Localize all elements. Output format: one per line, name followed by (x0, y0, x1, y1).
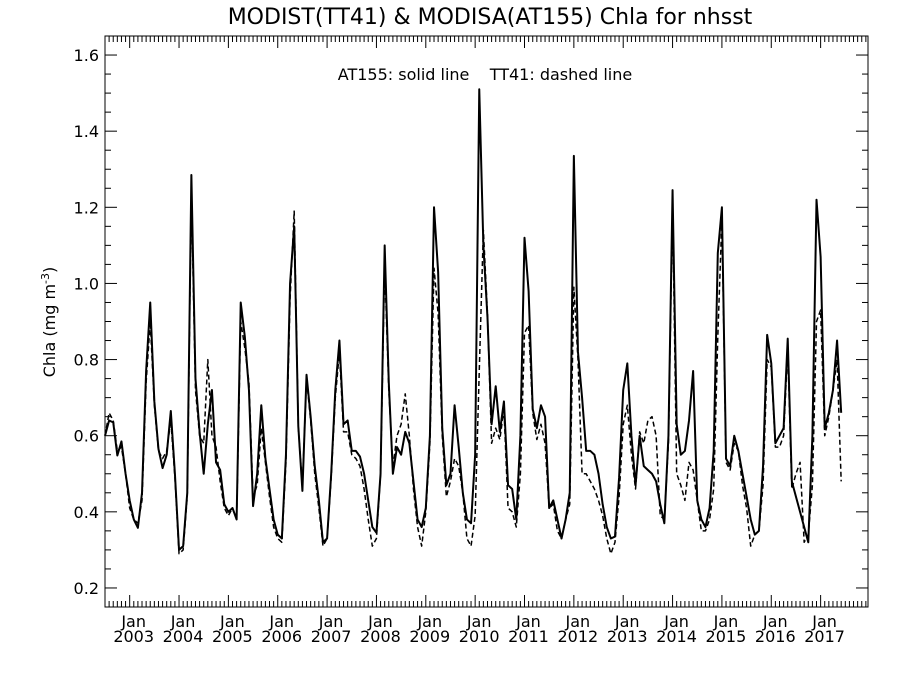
x-tick-year-label: 2011 (508, 627, 549, 646)
x-tick-year-label: 2003 (113, 627, 154, 646)
x-tick-year-label: 2017 (804, 627, 845, 646)
x-tick-year-label: 2014 (656, 627, 697, 646)
x-tick-month-label: Jan (762, 612, 788, 631)
y-tick-label: 0.8 (74, 351, 99, 370)
y-tick-label: 1.4 (74, 122, 99, 141)
y-tick-label: 0.4 (74, 503, 99, 522)
x-tick-month-label: Jan (219, 612, 245, 631)
x-tick-month-label: Jan (466, 612, 492, 631)
y-tick-label: 1.2 (74, 198, 99, 217)
y-axis-label-superscript: -3 (39, 273, 52, 284)
x-tick-year-label: 2015 (706, 627, 747, 646)
x-tick-year-label: 2009 (409, 627, 450, 646)
x-tick-year-label: 2016 (755, 627, 796, 646)
series-lines (104, 88, 843, 555)
x-tick-year-label: 2004 (163, 627, 204, 646)
x-tick-year-label: 2008 (360, 627, 401, 646)
y-axis-label-close: ) (40, 267, 59, 273)
x-tick-month-label: Jan (367, 612, 393, 631)
x-tick-year-label: 2012 (557, 627, 598, 646)
x-tick-month-label: Jan (416, 612, 442, 631)
x-tick-year-label: 2013 (607, 627, 648, 646)
y-axis-label-text: Chla (mg m (40, 284, 59, 377)
x-tick-month-label: Jan (811, 612, 837, 631)
x-tick-month-label: Jan (663, 612, 689, 631)
x-tick-year-label: 2005 (212, 627, 253, 646)
x-tick-month-label: Jan (713, 612, 739, 631)
x-tick-month-label: Jan (614, 612, 640, 631)
plot-frame (104, 35, 869, 608)
y-tick-label: 0.2 (74, 579, 99, 598)
series-line-dashed (104, 191, 842, 555)
x-tick-month-label: Jan (268, 612, 294, 631)
x-tick-year-label: 2006 (261, 627, 302, 646)
x-tick-month-label: Jan (120, 612, 146, 631)
axis-ticks: 0.20.40.60.81.01.21.41.6Jan2003Jan2004Ja… (74, 35, 868, 646)
line-style-annotation: AT155: solid line TT41: dashed line (338, 65, 632, 84)
x-tick-month-label: Jan (318, 612, 344, 631)
chart-title: MODIST(TT41) & MODISA(AT155) Chla for nh… (228, 5, 753, 30)
y-tick-label: 0.6 (74, 427, 99, 446)
x-tick-month-label: Jan (170, 612, 196, 631)
x-tick-month-label: Jan (515, 612, 541, 631)
y-tick-label: 1.6 (74, 46, 99, 65)
x-tick-year-label: 2007 (311, 627, 352, 646)
y-tick-label: 1.0 (74, 274, 99, 293)
series-line-solid (104, 88, 843, 551)
x-tick-month-label: Jan (565, 612, 591, 631)
y-axis-label: Chla (mg m-3) (39, 267, 60, 378)
x-tick-year-label: 2010 (459, 627, 500, 646)
